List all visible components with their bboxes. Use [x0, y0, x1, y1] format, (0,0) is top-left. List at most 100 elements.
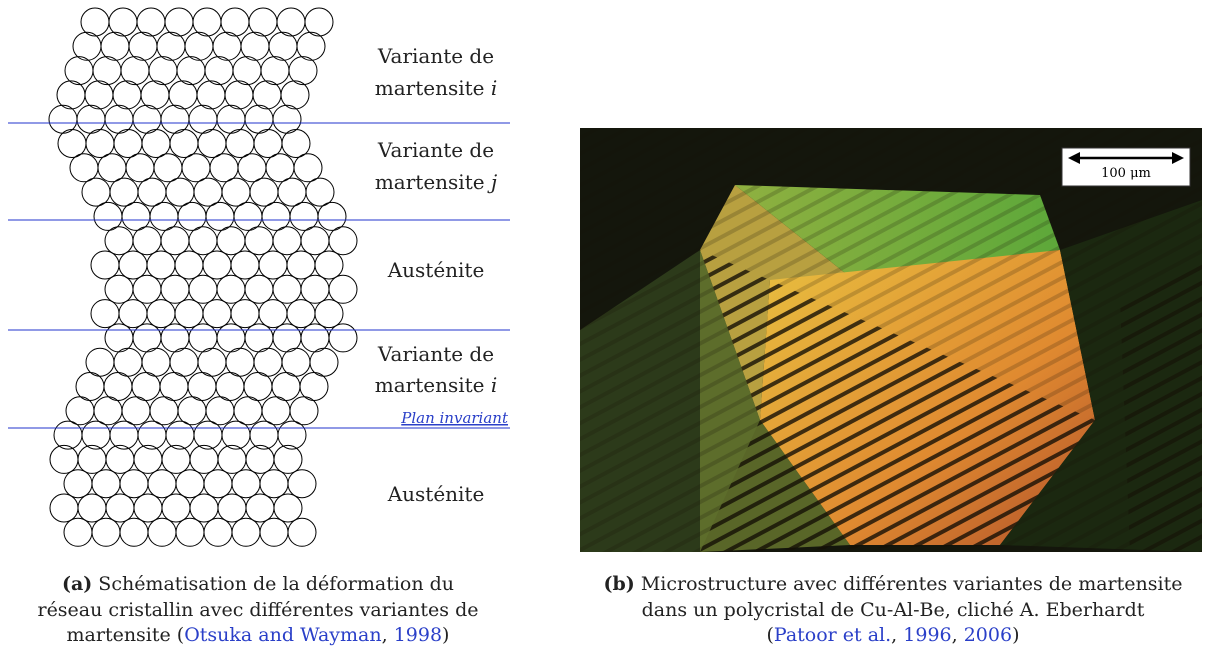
- atom: [278, 178, 306, 206]
- atom: [290, 202, 318, 230]
- atom: [315, 300, 343, 328]
- caption-line: (Patoor et al., 1996, 2006): [578, 623, 1208, 649]
- atom: [245, 324, 273, 352]
- atom: [166, 178, 194, 206]
- atom: [226, 130, 254, 158]
- atom: [92, 518, 120, 546]
- atom: [282, 348, 310, 376]
- caption-text: (: [766, 624, 773, 646]
- atom: [105, 227, 133, 255]
- caption-line: dans un polycristal de Cu-Al-Be, cliché …: [578, 598, 1208, 624]
- atom: [261, 57, 289, 85]
- atom: [50, 445, 78, 473]
- atom: [306, 178, 334, 206]
- atom: [287, 251, 315, 279]
- atom: [189, 105, 217, 133]
- atom: [206, 397, 234, 425]
- region-label: Variante de: [377, 342, 494, 366]
- atom: [266, 154, 294, 182]
- caption-text: réseau cristallin avec différentes varia…: [37, 599, 478, 621]
- atom: [126, 154, 154, 182]
- caption-text: ): [442, 624, 449, 646]
- atom: [106, 445, 134, 473]
- atom: [274, 494, 302, 522]
- citation-link[interactable]: 1998: [394, 624, 442, 646]
- atom: [260, 470, 288, 498]
- atom: [329, 227, 357, 255]
- atom: [110, 178, 138, 206]
- atom: [169, 81, 197, 109]
- atom: [54, 421, 82, 449]
- atom: [120, 470, 148, 498]
- atom: [233, 57, 261, 85]
- caption-line: (b) Microstructure avec différentes vari…: [578, 572, 1208, 598]
- atom: [315, 251, 343, 279]
- atom: [106, 494, 134, 522]
- atom: [110, 421, 138, 449]
- citation-link[interactable]: Otsuka and Wayman: [184, 624, 381, 646]
- atom: [218, 445, 246, 473]
- atom: [204, 470, 232, 498]
- atom: [203, 251, 231, 279]
- caption-text: martensite (: [67, 624, 185, 646]
- atom: [234, 397, 262, 425]
- region-label: martensite j: [375, 170, 497, 194]
- atom: [297, 32, 325, 60]
- atom: [273, 105, 301, 133]
- atom: [134, 494, 162, 522]
- citation-link[interactable]: Patoor et al.: [774, 624, 891, 646]
- atom: [213, 32, 241, 60]
- atom: [217, 275, 245, 303]
- atom: [147, 300, 175, 328]
- atom: [232, 470, 260, 498]
- atom: [329, 324, 357, 352]
- atom: [246, 445, 274, 473]
- atom: [232, 518, 260, 546]
- atom: [94, 202, 122, 230]
- atom: [289, 57, 317, 85]
- atom: [65, 57, 93, 85]
- region-label-text: martensite: [375, 170, 491, 194]
- atom: [77, 105, 105, 133]
- atom: [244, 373, 272, 401]
- atom: [70, 154, 98, 182]
- caption-text: ): [1012, 624, 1019, 646]
- atom: [150, 202, 178, 230]
- plane-label: Plan invariant: [400, 409, 509, 427]
- atom: [218, 494, 246, 522]
- atom: [86, 348, 114, 376]
- atom: [82, 421, 110, 449]
- atom: [149, 57, 177, 85]
- atom: [294, 154, 322, 182]
- atom: [246, 494, 274, 522]
- atom: [262, 202, 290, 230]
- region-symbol: i: [491, 373, 497, 397]
- atom: [288, 470, 316, 498]
- caption-line: (a) Schématisation de la déformation du: [8, 572, 508, 598]
- atom: [170, 348, 198, 376]
- atom: [64, 518, 92, 546]
- region-label: Variante de: [377, 44, 494, 68]
- citation-link[interactable]: 1996: [903, 624, 951, 646]
- atom: [94, 397, 122, 425]
- atom: [217, 324, 245, 352]
- atom: [238, 154, 266, 182]
- atom: [310, 348, 338, 376]
- atom: [105, 275, 133, 303]
- atom: [57, 81, 85, 109]
- atom: [282, 130, 310, 158]
- citation-link[interactable]: 2006: [964, 624, 1012, 646]
- atom: [133, 105, 161, 133]
- atom: [113, 81, 141, 109]
- atom: [105, 324, 133, 352]
- atom: [300, 373, 328, 401]
- atom: [101, 32, 129, 60]
- atom: [109, 8, 137, 36]
- atom: [198, 348, 226, 376]
- atom: [133, 275, 161, 303]
- atom: [231, 251, 259, 279]
- atom: [141, 81, 169, 109]
- atom: [73, 32, 101, 60]
- caption-tag: (a): [62, 573, 92, 595]
- atom: [318, 202, 346, 230]
